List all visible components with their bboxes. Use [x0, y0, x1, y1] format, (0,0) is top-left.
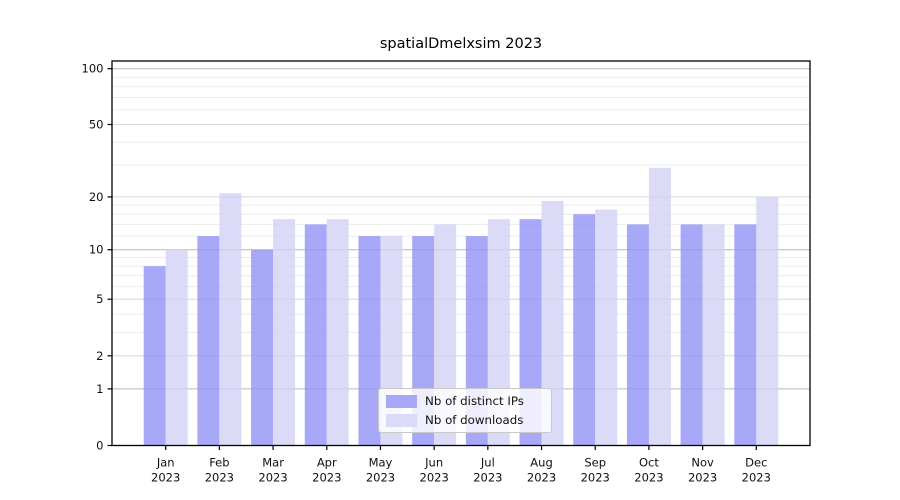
x-tick-label-month: Jul [480, 456, 495, 470]
bar [358, 236, 381, 446]
x-tick-label-year: 2023 [527, 471, 556, 485]
x-tick-label-year: 2023 [473, 471, 502, 485]
x-tick-label-month: Nov [691, 456, 714, 470]
bar [756, 196, 779, 446]
axis-ticks [107, 68, 757, 450]
bar [702, 224, 725, 446]
bar [648, 167, 671, 446]
x-tick-label-year: 2023 [581, 471, 610, 485]
x-tick-label-month: Jun [424, 456, 443, 470]
bar [251, 249, 274, 446]
bar [680, 224, 703, 446]
y-tick-label: 5 [96, 292, 103, 306]
x-tick-label-year: 2023 [742, 471, 771, 485]
legend-item-downloads: Nb of downloads [386, 413, 545, 427]
bar [326, 219, 349, 446]
x-tick-label-month: Sep [584, 456, 606, 470]
y-tick-label: 1 [96, 382, 103, 396]
x-tick-label-year: 2023 [151, 471, 180, 485]
bar [541, 200, 564, 446]
legend-swatch-distinct-ips [386, 394, 417, 408]
x-tick-label-year: 2023 [205, 471, 234, 485]
x-tick-label-year: 2023 [634, 471, 663, 485]
legend-label-downloads: Nb of downloads [425, 413, 524, 427]
x-tick-label-year: 2023 [366, 471, 395, 485]
bar [573, 214, 596, 446]
x-tick-label-year: 2023 [688, 471, 717, 485]
bar [197, 236, 220, 446]
legend-item-distinct-ips: Nb of distinct IPs [386, 394, 545, 408]
x-tick-label-month: Aug [530, 456, 552, 470]
y-tick-label: 50 [89, 117, 104, 131]
x-tick-label-month: Mar [262, 456, 284, 470]
y-tick-label: 10 [89, 243, 104, 257]
bar [219, 193, 242, 446]
plot-border [111, 60, 811, 447]
y-tick-label: 0 [96, 439, 103, 453]
x-tick-label-year: 2023 [312, 471, 341, 485]
legend-label-distinct-ips: Nb of distinct IPs [425, 394, 524, 408]
x-tick-label-month: May [369, 456, 393, 470]
legend: Nb of distinct IPs Nb of downloads [378, 388, 552, 433]
bar [595, 209, 618, 446]
bar [143, 266, 166, 446]
minor-gridlines [112, 76, 810, 333]
bar [734, 224, 757, 446]
chart-title: spatialDmelxsim 2023 [379, 36, 543, 52]
bar [626, 224, 649, 446]
y-tick-label: 20 [89, 190, 104, 204]
y-tick-label: 100 [82, 62, 104, 76]
x-tick-label-year: 2023 [258, 471, 287, 485]
legend-swatch-downloads [386, 413, 417, 427]
y-tick-label: 2 [96, 349, 103, 363]
x-tick-label-month: Jan [156, 456, 175, 470]
bar [304, 224, 327, 446]
x-tick-label-month: Feb [209, 456, 229, 470]
bar [273, 219, 296, 446]
bar [165, 249, 188, 446]
x-tick-label-month: Dec [745, 456, 767, 470]
x-tick-label-month: Apr [317, 456, 337, 470]
x-tick-label-month: Oct [639, 456, 659, 470]
x-tick-label-year: 2023 [420, 471, 449, 485]
axis-tick-labels: 0125102050100Jan2023Feb2023Mar2023Apr202… [82, 62, 771, 485]
